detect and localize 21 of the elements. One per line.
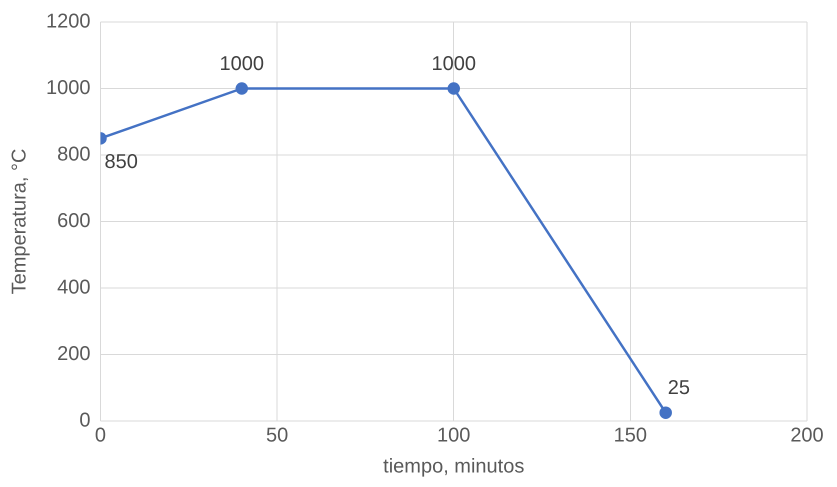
y-tick-label: 0: [79, 410, 90, 432]
data-label: 850: [104, 150, 138, 173]
point: [659, 406, 672, 419]
data-label: 1000: [431, 53, 476, 76]
y-axis-title: Temperatura, °C: [8, 148, 31, 294]
data-label: 1000: [220, 53, 264, 76]
x-tick-label: 0: [94, 424, 106, 447]
point: [447, 82, 460, 95]
y-tick-label: 800: [57, 144, 90, 166]
y-tick-label: 1200: [46, 10, 90, 33]
x-axis-title: tiempo, minutos: [383, 456, 524, 478]
y-tick-label: 600: [57, 210, 90, 232]
x-tick-label: 100: [437, 424, 470, 447]
y-tick-label: 200: [57, 343, 90, 366]
x-tick-label: 150: [614, 424, 648, 447]
y-tick-label: 1000: [46, 77, 90, 100]
x-tick-label: 200: [790, 424, 824, 447]
y-tick-label: 400: [57, 276, 90, 299]
x-tick-label: 50: [266, 424, 288, 447]
data-label: 25: [668, 377, 690, 400]
point: [236, 82, 248, 95]
